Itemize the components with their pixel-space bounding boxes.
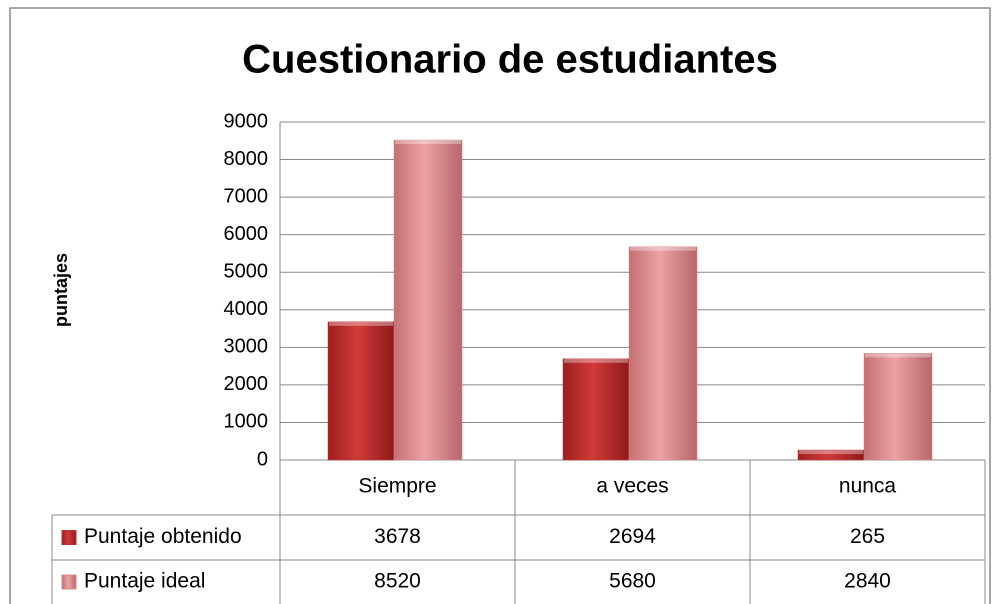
table-value: 265 [850, 525, 885, 548]
bar-cap [799, 450, 863, 455]
bar-cap [329, 321, 393, 326]
y-tick-label: 2000 [224, 373, 269, 395]
legend-key [61, 530, 77, 545]
table-value: 8520 [374, 570, 421, 593]
bar-cap [395, 140, 461, 145]
bar-cap [865, 353, 931, 358]
x-tick-label: Siempre [358, 475, 436, 498]
y-tick-label: 7000 [224, 185, 269, 207]
x-tick-label: a veces [596, 475, 668, 498]
y-tick-label: 3000 [224, 336, 269, 358]
legend-key [61, 574, 77, 590]
y-tick-label: 9000 [224, 110, 269, 132]
legend-label: Puntaje obtenido [84, 525, 242, 548]
y-tick-label: 0 [257, 448, 268, 470]
y-tick-label: 1000 [224, 411, 269, 433]
y-tick-label: 4000 [224, 298, 269, 320]
bar [393, 139, 463, 461]
chart-title: Cuestionario de estudiantes [242, 38, 778, 82]
chart-border [9, 7, 991, 604]
table-value: 3678 [374, 525, 421, 548]
bar [327, 321, 395, 461]
y-tick-label: 5000 [224, 261, 269, 283]
bar [863, 353, 933, 461]
y-axis-label: puntajes [51, 253, 71, 327]
table-value: 2840 [844, 570, 891, 593]
y-tick-label: 8000 [224, 148, 269, 170]
legend-label: Puntaje ideal [84, 570, 205, 593]
bar [628, 246, 698, 461]
bar [562, 358, 630, 461]
bar-cap [564, 358, 628, 363]
x-tick-label: nunca [839, 475, 897, 498]
table-value: 5680 [609, 570, 656, 593]
bar-cap [630, 246, 696, 251]
table-value: 2694 [609, 525, 656, 548]
y-tick-label: 6000 [224, 223, 269, 245]
